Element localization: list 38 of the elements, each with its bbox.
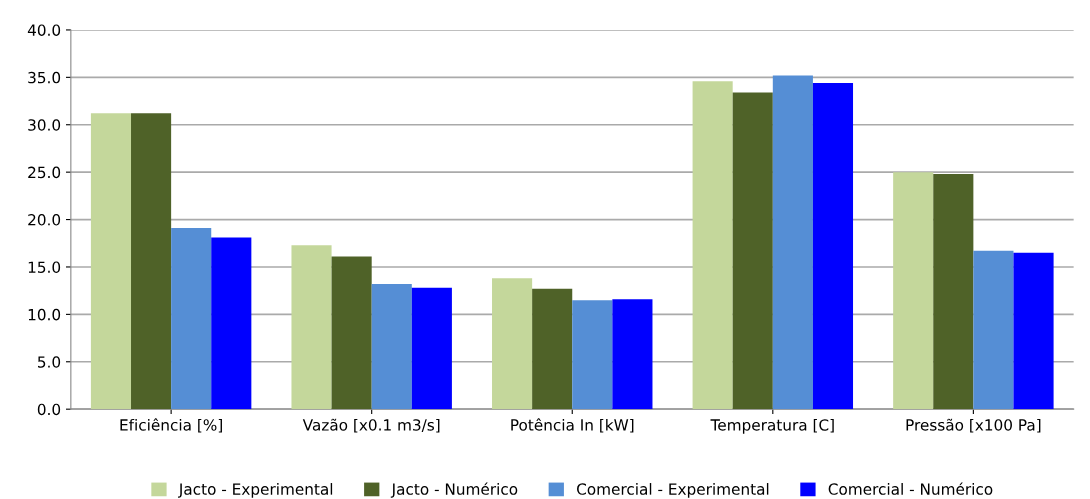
bar xyxy=(812,83,854,410)
y-tick-label: 30.0 xyxy=(28,119,61,131)
bar xyxy=(291,245,332,410)
x-tick-label: Pressão [x100 Pa] xyxy=(906,418,1041,433)
legend-label: Jacto - Numérico xyxy=(390,482,518,498)
y-tick-label: 10.0 xyxy=(28,308,61,321)
bar xyxy=(171,228,212,410)
bar xyxy=(331,256,372,410)
y-tick-label: 5.0 xyxy=(38,356,61,368)
x-tick-label: Potência In [kW] xyxy=(511,418,634,433)
legend-label: Jacto - Experimental xyxy=(178,483,333,498)
bar xyxy=(612,299,653,410)
x-tick-label: Temperatura [C] xyxy=(710,418,834,434)
bar xyxy=(211,237,252,410)
bar xyxy=(973,250,1014,410)
bar xyxy=(371,284,412,410)
bar xyxy=(893,172,934,410)
legend-label: Comercial - Experimental xyxy=(577,483,769,498)
x-tick-label: Eficiência [%] xyxy=(120,418,222,433)
bar xyxy=(732,92,773,410)
bar xyxy=(933,174,974,410)
bar xyxy=(411,287,452,410)
bar xyxy=(572,300,613,410)
x-tick-label: Vazão [x0.1 m3/s] xyxy=(302,418,440,433)
bar xyxy=(131,113,172,410)
bar xyxy=(1013,252,1054,410)
bar xyxy=(532,288,573,410)
y-tick-label: 20.0 xyxy=(28,214,61,226)
bar xyxy=(492,278,533,410)
y-tick-label: 35.0 xyxy=(28,71,61,84)
bar xyxy=(772,75,813,410)
legend-label: Comercial - Numérico xyxy=(828,482,993,495)
bar xyxy=(692,81,733,410)
y-tick-label: 25.0 xyxy=(28,166,61,179)
y-tick-label: 0.0 xyxy=(37,403,61,416)
bar xyxy=(90,113,132,410)
y-tick-label: 15.0 xyxy=(28,261,61,273)
y-tick-label: 40.0 xyxy=(27,24,61,36)
